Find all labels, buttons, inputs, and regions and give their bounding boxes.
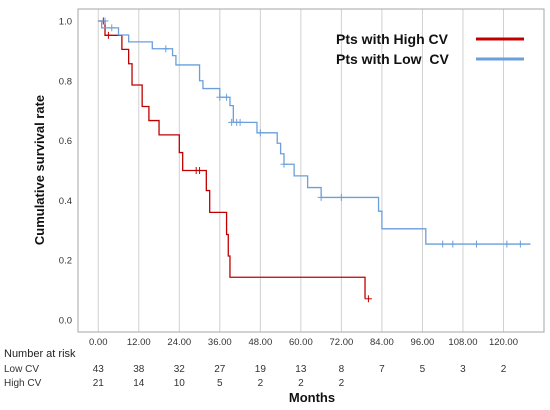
risk-value-low-cv-4: 19 [255, 364, 267, 375]
x-tick-label-5: 60.00 [289, 337, 313, 348]
legend: Pts with High CV Pts with Low CV [336, 31, 524, 67]
x-tick-label-4: 48.00 [248, 337, 272, 348]
survival-curves [98, 17, 531, 303]
risk-value-low-cv-1: 38 [133, 364, 145, 375]
x-tick-label-8: 96.00 [411, 337, 435, 348]
x-axis-title: Months [289, 390, 335, 405]
y-tick-label-3: 0.6 [59, 136, 72, 147]
risk-row-label-low-cv: Low CV [4, 364, 39, 375]
y-tick-label-4: 0.8 [59, 76, 72, 87]
risk-value-high-cv-5: 2 [298, 378, 304, 389]
risk-value-low-cv-8: 5 [420, 364, 426, 375]
risk-value-high-cv-3: 5 [217, 378, 223, 389]
x-tick-label-6: 72.00 [330, 337, 354, 348]
survival-curve-high-cv [98, 20, 366, 299]
grid-lines [97, 9, 504, 332]
risk-value-low-cv-6: 8 [339, 364, 345, 375]
risk-value-low-cv-10: 2 [501, 364, 507, 375]
risk-row-label-high-cv: High CV [4, 378, 42, 389]
risk-values: 43 38 32 27 19 13 8 7 5 3 221 14 10 5 2 2 2 [93, 364, 507, 389]
risk-value-low-cv-0: 43 [93, 364, 105, 375]
risk-value-low-cv-7: 7 [379, 364, 385, 375]
risk-value-high-cv-1: 14 [133, 378, 145, 389]
y-tick-label-5: 1.0 [59, 16, 72, 27]
x-tick-label-10: 120.00 [489, 337, 518, 348]
risk-value-low-cv-5: 13 [295, 364, 307, 375]
y-tick-label-2: 0.4 [59, 196, 72, 207]
plot-frame [77, 8, 545, 333]
y-tick-label-0: 0.0 [59, 316, 72, 327]
y-axis-title: Cumulative survival rate [32, 95, 47, 245]
y-tick-label-1: 0.2 [59, 256, 72, 267]
legend-label-high-cv: Pts with High CV [336, 31, 449, 47]
risk-table-heading: Number at risk [4, 348, 76, 360]
risk-value-high-cv-2: 10 [174, 378, 186, 389]
x-tick-label-3: 36.00 [208, 337, 232, 348]
risk-value-high-cv-6: 2 [339, 378, 345, 389]
x-tick-label-0: 0.00 [89, 337, 108, 348]
risk-value-low-cv-2: 32 [174, 364, 186, 375]
x-tick-label-9: 108.00 [448, 337, 477, 348]
y-tick-labels: 0.0 0.2 0.4 0.6 0.8 1.0 [59, 16, 72, 326]
risk-value-low-cv-9: 3 [460, 364, 466, 375]
risk-value-low-cv-3: 27 [214, 364, 226, 375]
x-tick-label-1: 12.00 [127, 337, 151, 348]
risk-value-high-cv-4: 2 [258, 378, 264, 389]
x-tick-label-2: 24.00 [167, 337, 191, 348]
legend-label-low-cv: Pts with Low CV [336, 51, 449, 67]
risk-value-high-cv-0: 21 [93, 378, 105, 389]
x-tick-labels: 0.00 12.00 24.00 36.00 48.00 60.00 72.00 84.00 9… [89, 337, 518, 348]
risk-table: Number at risk Low CV High CV 43 38 32 27 19… [4, 348, 507, 389]
x-tick-label-7: 84.00 [370, 337, 394, 348]
